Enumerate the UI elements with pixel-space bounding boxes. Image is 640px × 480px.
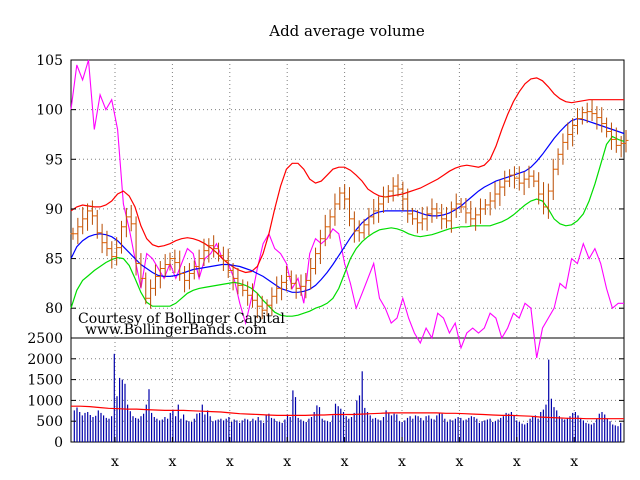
y-tick-label: 95 xyxy=(45,152,63,168)
y-tick-label: 1500 xyxy=(27,373,63,389)
price-y-axis: 80 85 90 95 100 105 xyxy=(36,53,624,317)
y-tick-label: 105 xyxy=(36,53,63,69)
y-tick-label: 500 xyxy=(36,414,63,430)
upper-band-line xyxy=(70,77,624,274)
y-tick-label: 85 xyxy=(45,252,63,268)
middle-band-line xyxy=(70,117,625,293)
x-tick-label: x xyxy=(111,454,119,470)
y-tick-label: 0 xyxy=(54,435,63,451)
volume-average-line xyxy=(71,405,624,420)
courtesy-line-2: www.BollingerBands.com xyxy=(85,322,267,338)
volume-grid xyxy=(71,338,624,442)
volume-plot-area xyxy=(71,353,624,442)
y-tick-label: 90 xyxy=(45,202,63,218)
volume-panel-frame xyxy=(70,337,625,443)
y-tick-label: 80 xyxy=(45,301,63,317)
price-grid xyxy=(71,60,624,338)
courtesy-line-1: Courtesy of Bollinger Capital xyxy=(78,311,285,327)
x-tick-label: x xyxy=(341,454,349,470)
x-tick-label: x xyxy=(570,454,578,470)
x-tick-label: x xyxy=(398,454,406,470)
y-tick-label: 100 xyxy=(36,103,63,119)
x-tick-label: x xyxy=(513,454,521,470)
y-tick-label: 1000 xyxy=(27,393,63,409)
y-tick-label: 2000 xyxy=(27,352,63,368)
volume-y-axis: 0 500 1000 1500 2000 2500 xyxy=(27,331,624,451)
lower-band-line xyxy=(70,135,625,317)
chart-title: Add average volume xyxy=(268,22,425,40)
y-tick-label: 2500 xyxy=(27,331,63,347)
x-tick-label: x xyxy=(226,454,234,470)
x-tick-label: x xyxy=(168,454,176,470)
x-tick-label: x xyxy=(283,454,291,470)
price-plot-area xyxy=(70,59,629,359)
x-tick-label: x xyxy=(455,454,463,470)
